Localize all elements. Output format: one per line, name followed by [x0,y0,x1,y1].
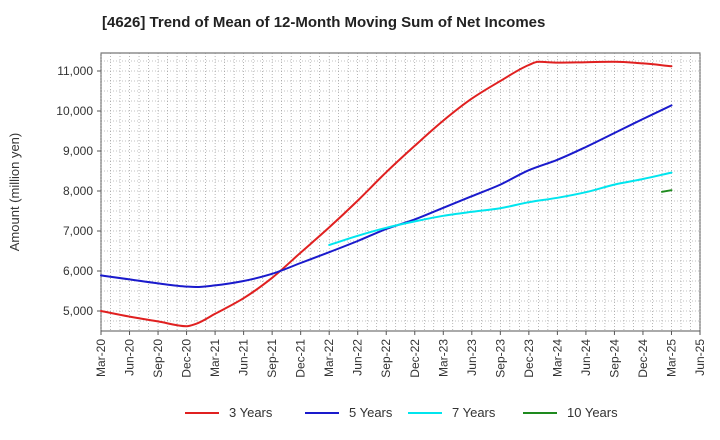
x-tick-label: Dec-22 [408,339,422,378]
y-tick-label: 11,000 [57,64,93,78]
y-axis-label: Amount (million yen) [7,133,22,252]
series-line-7-years [328,171,673,246]
legend-item: 3 Years [185,405,272,420]
legend-swatch [523,411,557,414]
x-tick-label: Dec-24 [636,339,650,378]
x-tick-label: Mar-21 [208,339,222,377]
chart-legend: 3 Years 5 Years 7 Years 10 Years [0,405,720,425]
legend-item: 5 Years [305,405,392,420]
legend-item: 10 Years [523,405,618,420]
x-tick-label: Mar-25 [664,339,678,377]
x-tick-label: Mar-20 [94,339,108,377]
x-tick-label: Sep-23 [493,339,507,378]
y-tick-label: 5,000 [63,304,93,318]
x-tick-label: Mar-24 [550,339,564,377]
y-tick-label: 10,000 [56,104,93,118]
x-tick-label: Mar-23 [436,339,450,377]
legend-label: 3 Years [229,405,273,420]
x-tick-label: Mar-22 [322,339,336,377]
legend-swatch [185,411,219,414]
y-tick-label: 7,000 [63,224,93,238]
x-tick-label: Jun-22 [351,339,365,376]
x-tick-label: Jun-23 [465,339,479,376]
chart-title: [4626] Trend of Mean of 12-Month Moving … [102,14,546,31]
legend-label: 5 Years [349,405,393,420]
x-tick-label: Sep-22 [379,339,393,378]
x-tick-label: Jun-21 [237,339,251,376]
legend-label: 10 Years [567,405,618,420]
x-tick-label: Jun-25 [693,339,707,376]
x-tick-label: Sep-20 [151,339,165,378]
x-tick-label: Jun-24 [579,339,593,376]
y-tick-label: 6,000 [63,264,93,278]
x-tick-label: Dec-23 [522,339,536,378]
x-tick-label: Jun-20 [123,339,137,376]
y-tick-label: 9,000 [63,144,93,158]
series-line-10-years [660,189,673,193]
y-tick-label: 8,000 [63,184,93,198]
legend-swatch [408,411,442,414]
series-line-5-years [100,104,673,288]
legend-label: 7 Years [452,405,496,420]
series-line-3-years [100,60,673,328]
plot-area [100,52,701,332]
x-tick-label: Sep-24 [607,339,621,378]
x-tick-label: Dec-21 [294,339,308,378]
legend-swatch [305,411,339,414]
x-tick-label: Dec-20 [180,339,194,378]
legend-item: 7 Years [408,405,495,420]
x-tick-label: Sep-21 [265,339,279,378]
